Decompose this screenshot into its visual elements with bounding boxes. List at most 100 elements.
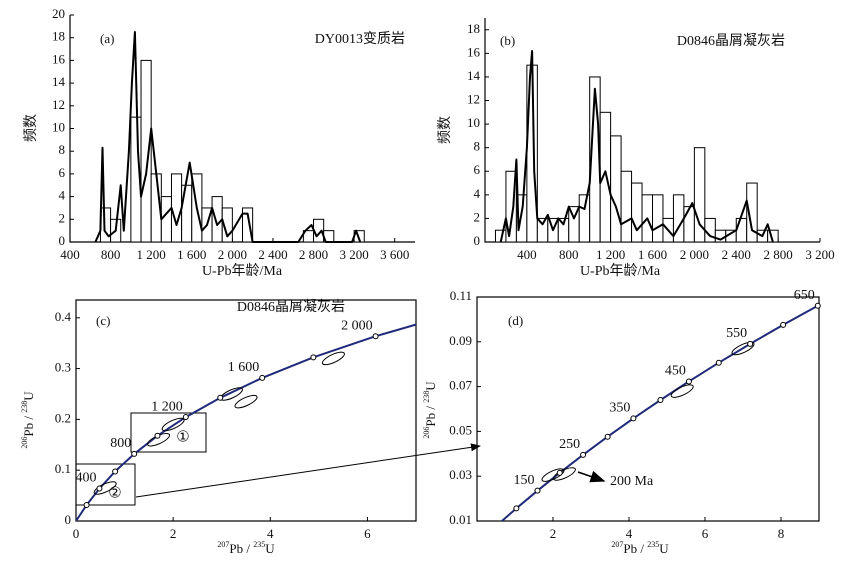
age-label: 250 (559, 437, 580, 452)
x-tick-label: 8 (778, 526, 785, 541)
x-tick-label: 2 000 (218, 247, 247, 262)
age-mark (513, 505, 520, 512)
x-tick-label: 2 000 (680, 247, 709, 262)
x-tick-label: 2 800 (299, 247, 328, 262)
x-tick-label: 400 (60, 247, 80, 262)
annotation: ① (176, 429, 189, 445)
x-tick-label: 2 800 (764, 247, 793, 262)
x-tick-label: 6 (364, 526, 371, 541)
sep: / (243, 541, 253, 556)
curve (76, 323, 416, 521)
bar (735, 217, 748, 243)
x-axis-label: 207Pb / 235U (611, 540, 669, 556)
y-tick-label: 0.01 (449, 512, 472, 527)
bar (631, 182, 643, 243)
y-tick-label: 16 (467, 44, 481, 59)
y-tick-label: 2 (474, 209, 481, 224)
age-label: 1 600 (228, 360, 260, 375)
age-label: 350 (609, 401, 630, 416)
y-tick-label: 2 (59, 210, 66, 225)
x-tick-label: 4 (267, 526, 274, 541)
x-axis-label: 207Pb / 235U (217, 540, 275, 556)
y-tick-label: 0.09 (449, 333, 472, 348)
el: U (265, 541, 275, 556)
annotation-arrow (577, 470, 606, 483)
error-ellipse (670, 384, 694, 398)
frame (75, 299, 417, 522)
y-axis-label: 频数 (23, 114, 39, 142)
y-tick-label: 4 (59, 188, 66, 203)
age-mark (83, 501, 90, 508)
el: U (423, 381, 438, 391)
error-ellipse (93, 481, 117, 495)
age-label: 400 (75, 471, 96, 486)
y-tick-label: 12 (52, 97, 65, 112)
annotation: 200 Ma (610, 474, 654, 489)
y-tick-label: 20 (52, 6, 65, 21)
x-tick-label: 800 (559, 247, 579, 262)
bar (536, 217, 549, 243)
el: U (21, 391, 36, 401)
age-mark (310, 354, 317, 361)
el: U (659, 541, 669, 556)
sup: 206 (422, 427, 431, 439)
bar (693, 147, 706, 243)
sup: 238 (20, 401, 29, 413)
y-tick-label: 18 (52, 29, 65, 44)
bar (211, 196, 223, 243)
y-tick-label: 10 (52, 119, 65, 134)
bar (683, 206, 695, 243)
el: Pb (229, 541, 243, 556)
error-ellipse (234, 394, 258, 409)
y-tick-label: 10 (467, 115, 480, 130)
curve (499, 50, 774, 243)
age-label: 550 (726, 326, 747, 341)
y-axis-label: 206Pb / 238U (20, 391, 36, 449)
x-tick-label: 3 200 (805, 247, 834, 262)
sup: 207 (611, 540, 623, 549)
age-mark (131, 450, 138, 457)
el: Pb (21, 423, 36, 437)
bar (160, 196, 172, 243)
bar (578, 194, 591, 243)
y-tick-label: 0 (474, 233, 481, 248)
annotation: ② (108, 485, 121, 501)
x-tick-label: 1 200 (596, 247, 625, 262)
age-label: 800 (110, 436, 131, 451)
x-tick-label: 1 600 (638, 247, 667, 262)
y-tick-label: 18 (467, 21, 480, 36)
bar (746, 182, 758, 243)
x-tick-label: 3 200 (339, 247, 368, 262)
x-tick-label: 1 600 (177, 247, 206, 262)
age-mark (556, 469, 563, 476)
y-tick-label: 6 (474, 162, 481, 177)
age-mark (259, 374, 266, 381)
x-axis-label: U-Pb年龄/Ma (580, 263, 661, 279)
sample-title: D0846晶屑凝灰岩 (237, 299, 345, 315)
bar (221, 207, 233, 243)
sample-title: D0846晶屑凝灰岩 (677, 33, 785, 49)
age-label: 2 000 (341, 318, 373, 333)
bar (242, 207, 254, 243)
panel-label: (d) (508, 313, 523, 328)
sup: 235 (253, 540, 265, 549)
link-arrow (135, 443, 481, 498)
panel-label: (a) (100, 31, 114, 46)
age-mark (372, 333, 379, 340)
bar (610, 135, 622, 243)
y-tick-label: 6 (59, 165, 66, 180)
bar (620, 170, 633, 243)
age-mark (580, 451, 587, 458)
panel-label: (c) (96, 313, 110, 328)
y-tick-label: 0.1 (55, 461, 71, 476)
y-axis-label: 206Pb / 238U (422, 381, 438, 439)
x-tick-label: 400 (517, 247, 537, 262)
frame (476, 296, 820, 522)
y-tick-label: 0 (59, 233, 66, 248)
error-ellipse (731, 341, 755, 356)
y-tick-label: 14 (52, 74, 66, 89)
y-tick-label: 0.03 (449, 467, 472, 482)
sup: 235 (647, 540, 659, 549)
error-ellipse (321, 351, 345, 366)
